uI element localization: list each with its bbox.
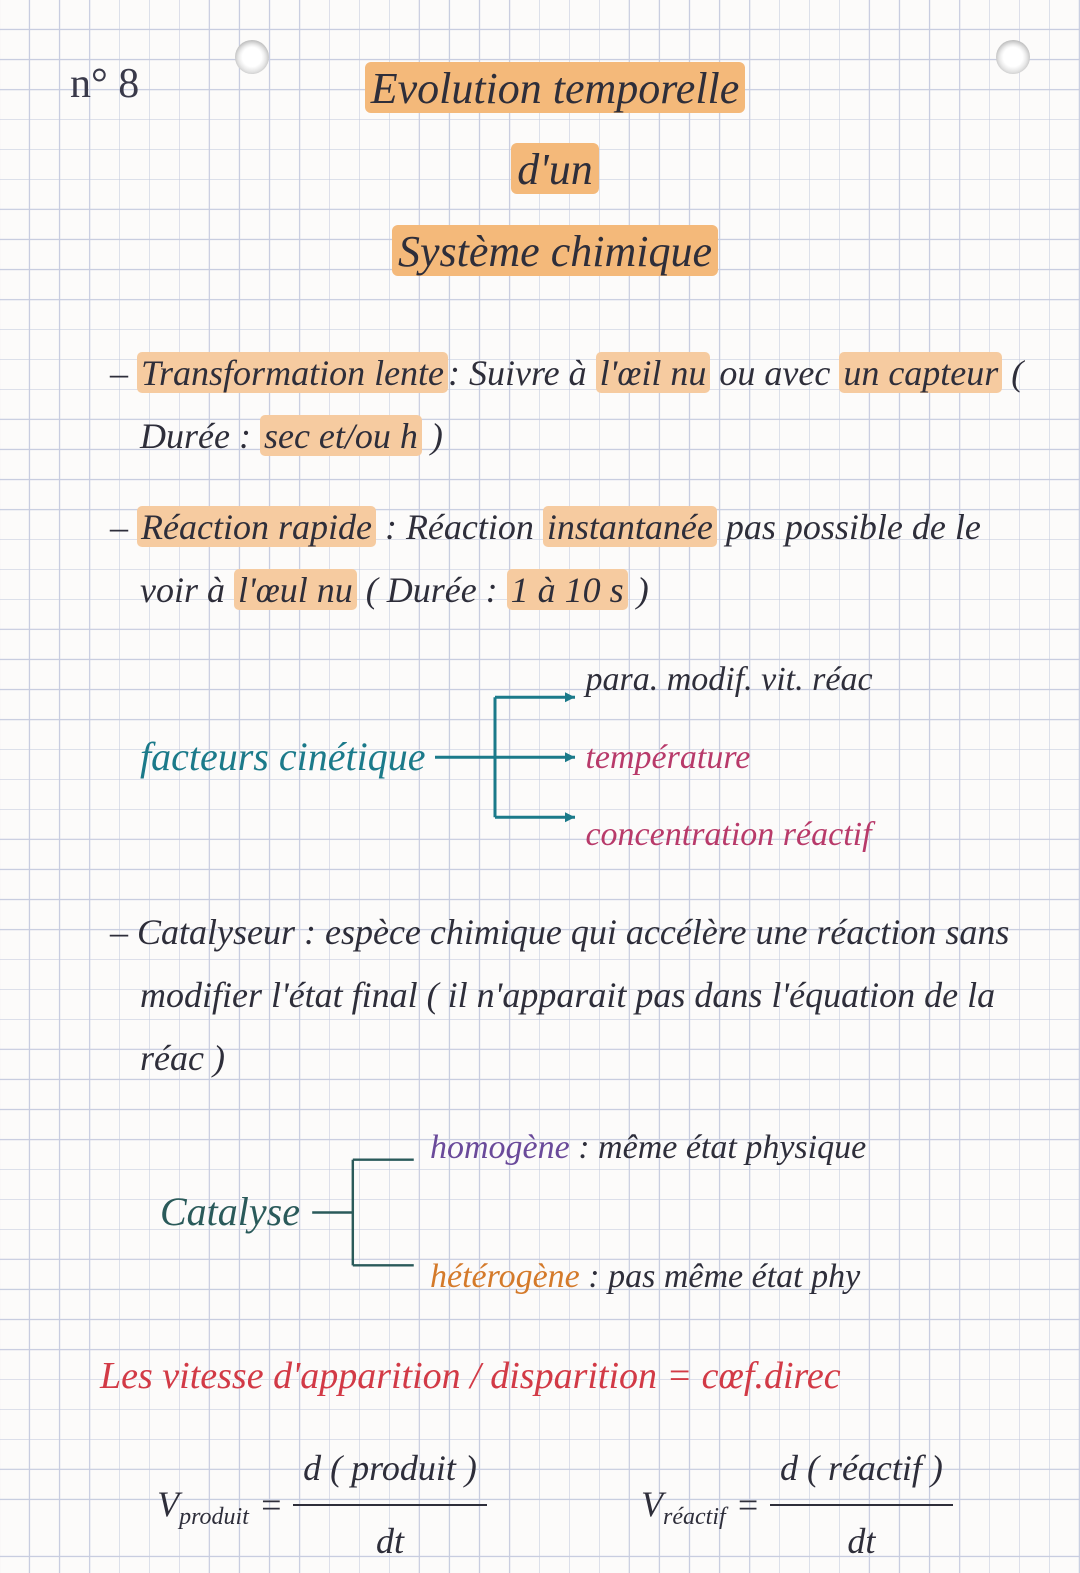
title-line-3: Système chimique: [392, 225, 718, 276]
catalyse-items: homogène : même état physique hétérogène…: [430, 1118, 866, 1307]
catalyse-label: Catalyse: [160, 1177, 300, 1247]
factor-item-concentration: concentration réactif: [585, 805, 872, 865]
factors-label: facteurs cinétique: [140, 722, 425, 792]
title-line-1: Evolution temporelle: [365, 62, 746, 113]
formula-v-product: Vproduit = d ( produit ) dt: [157, 1437, 487, 1573]
catalyse-homogeneous: homogène : même état physique: [430, 1118, 866, 1178]
notes-body: – Transformation lente: Suivre à l'œil n…: [80, 342, 1030, 1573]
entry-slow-transformation: – Transformation lente: Suivre à l'œil n…: [80, 342, 1030, 468]
formulas-row: Vproduit = d ( produit ) dt Vréactif = d…: [80, 1437, 1030, 1573]
fast-label: Réaction rapide: [137, 506, 376, 547]
page-content: n° 8 Evolution temporelle d'un Système c…: [0, 0, 1080, 1527]
entry-catalyst: – Catalyseur : espèce chimique qui accél…: [80, 901, 1030, 1090]
formula-v-reactant: Vréactif = d ( réactif ) dt: [641, 1437, 953, 1573]
page-number: n° 8: [70, 60, 139, 108]
title-line-2: d'un: [511, 143, 598, 194]
catalyst-label: – Catalyseur: [110, 912, 295, 952]
bracket-icon: [300, 1118, 430, 1307]
catalyse-heterogeneous: hétérogène : pas même état phy: [430, 1247, 866, 1307]
diagram-kinetic-factors: facteurs cinétique para. modif. vit. réa…: [140, 650, 1030, 865]
entry-fast-reaction: – Réaction rapide : Réaction instantanée…: [80, 496, 1030, 622]
page-title: Evolution temporelle d'un Système chimiq…: [225, 48, 885, 292]
factor-item-param: para. modif. vit. réac: [585, 650, 872, 710]
slow-label: Transformation lente: [137, 352, 448, 393]
bracket-arrows-icon: [425, 650, 585, 865]
factor-item-temperature: température: [585, 728, 872, 788]
section-speeds: Les vitesse d'apparition / disparition =…: [100, 1343, 1030, 1410]
factors-items: para. modif. vit. réac température conce…: [585, 650, 872, 865]
diagram-catalyse: Catalyse homogène : même état physique h…: [160, 1118, 1030, 1307]
